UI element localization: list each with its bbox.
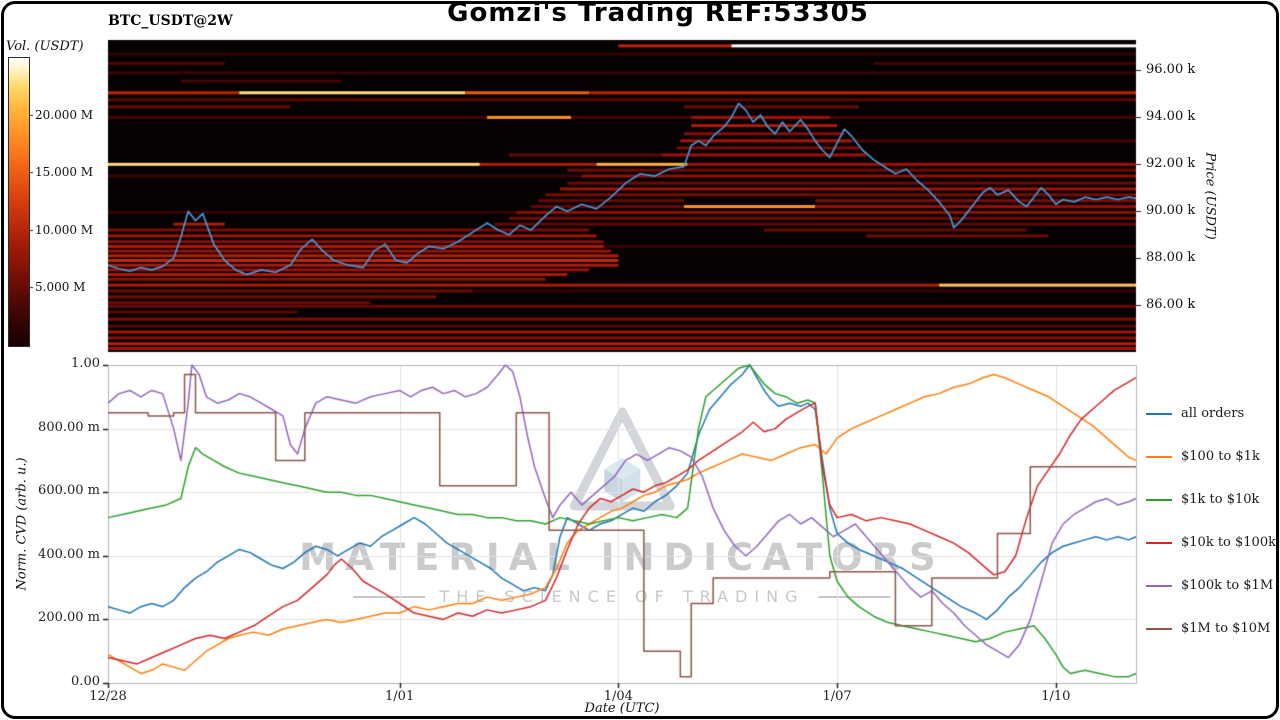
cvd-ytick-label: 200.00 m xyxy=(38,610,100,626)
legend-swatch xyxy=(1146,498,1172,501)
colorbar-title: Vol. (USDT) xyxy=(6,39,84,54)
cvd-xtick-label: 1/04 xyxy=(603,689,633,704)
price-tick-label: 90.00 k xyxy=(1146,203,1196,219)
legend-label: all orders xyxy=(1181,406,1245,421)
legend-item: $100k to $1M xyxy=(1146,564,1276,607)
date-axis-label: Date (UTC) xyxy=(584,701,660,716)
legend-swatch xyxy=(1146,412,1172,415)
cvd-ytick-label: 1.00 xyxy=(71,356,100,371)
legend-swatch xyxy=(1146,584,1172,587)
legend: all orders $100 to $1k $1k to $10k $10k to … xyxy=(1146,392,1276,650)
cvd-ytick-label: 800.00 m xyxy=(38,419,100,435)
colorbar-tick-label: 5.000 M xyxy=(35,279,86,294)
cvd-axis-label: Norm. CVD (arb. u.) xyxy=(14,457,30,591)
price-tick-label: 88.00 k xyxy=(1146,250,1196,266)
colorbar-tick-label: 20.000 M xyxy=(35,107,94,122)
price-tick-label: 96.00 k xyxy=(1146,62,1196,78)
legend-label: $1M to $10M xyxy=(1181,621,1271,636)
legend-swatch xyxy=(1146,541,1172,544)
cvd-ytick-label: 400.00 m xyxy=(38,546,100,562)
cvd-xtick-label: 1/10 xyxy=(1041,689,1071,704)
price-tick-label: 86.00 k xyxy=(1146,297,1196,313)
cvd-xtick-label: 1/01 xyxy=(385,689,415,704)
price-tick-label: 92.00 k xyxy=(1146,156,1196,172)
legend-item: $1M to $10M xyxy=(1146,607,1276,650)
symbol-label: BTC_USDT@2W xyxy=(108,13,233,29)
legend-item: $10k to $100k xyxy=(1146,521,1276,564)
cvd-ytick-label: 600.00 m xyxy=(38,483,100,499)
cvd-xtick-label: 1/07 xyxy=(822,689,852,704)
cvd-ytick-label: 0.00 xyxy=(71,674,100,689)
legend-label: $100 to $1k xyxy=(1181,449,1260,464)
colorbar-tick-label: 15.000 M xyxy=(35,164,94,179)
cvd-xtick-label: 12/28 xyxy=(89,689,127,704)
legend-swatch xyxy=(1146,455,1172,458)
legend-item: $1k to $10k xyxy=(1146,478,1276,521)
colorbar-tick-label: 10.000 M xyxy=(35,222,94,237)
legend-label: $100k to $1M xyxy=(1181,578,1274,593)
price-axis-label: Price (USDT) xyxy=(1202,152,1218,240)
legend-label: $1k to $10k xyxy=(1181,492,1260,507)
legend-item: $100 to $1k xyxy=(1146,435,1276,478)
legend-swatch xyxy=(1146,627,1172,630)
price-tick-label: 94.00 k xyxy=(1146,109,1196,125)
volume-colorbar xyxy=(8,57,30,347)
legend-label: $10k to $100k xyxy=(1181,535,1276,550)
page-title: Gomzi's Trading REF:53305 xyxy=(447,0,869,28)
legend-item: all orders xyxy=(1146,392,1276,435)
